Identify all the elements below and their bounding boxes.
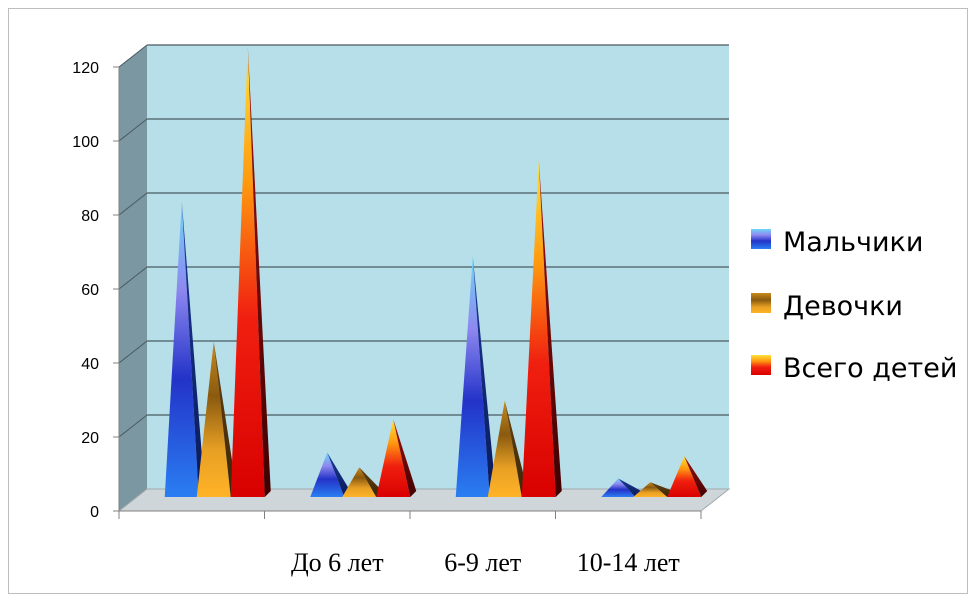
chart-frame: 0 20 40 60 80 100 120 До 6 лет 6-9 лет 10-14 лет… xyxy=(8,8,968,594)
gridline-side xyxy=(118,340,148,364)
x-axis-ticks: До 6 лет 6-9 лет 10-14 лет xyxy=(118,511,702,577)
bar-front-face xyxy=(310,452,345,497)
bar-side-face xyxy=(359,467,383,497)
bar-front-face xyxy=(521,160,556,498)
y-tick-label: 40 xyxy=(81,356,99,373)
gridline-side xyxy=(118,118,148,142)
bar-side-face xyxy=(538,160,562,498)
bar xyxy=(164,201,205,497)
y-tick-label: 120 xyxy=(72,60,99,77)
bar-front-face xyxy=(667,456,702,497)
gridline-side xyxy=(118,414,148,438)
bar-front-face xyxy=(633,482,668,497)
y-tick-label: 100 xyxy=(72,134,99,151)
bar-side-face xyxy=(504,400,528,497)
gridline-side xyxy=(118,44,148,68)
x-tick-label: 10-14 лет xyxy=(577,548,680,577)
bar xyxy=(196,341,237,497)
bar-side-face xyxy=(618,478,642,497)
x-tick-label: До 6 лет xyxy=(291,548,384,577)
y-tick-label: 0 xyxy=(90,504,99,521)
bar xyxy=(376,419,417,497)
legend-label: Мальчики xyxy=(783,227,923,258)
bar-front-face xyxy=(601,478,636,497)
bar-side-face xyxy=(213,341,237,497)
bar-front-face xyxy=(487,400,522,497)
legend-label: Всего детей xyxy=(783,353,957,384)
y-tick-label: 60 xyxy=(81,282,99,299)
bar xyxy=(230,45,271,497)
bar-side-face xyxy=(472,256,496,497)
bar-front-face xyxy=(342,467,377,497)
bar-front-face xyxy=(455,256,490,497)
bar-front-face xyxy=(196,341,231,497)
bar xyxy=(487,400,528,497)
bar-front-face xyxy=(230,45,265,497)
bar xyxy=(310,452,351,497)
bar-side-face xyxy=(650,482,674,497)
bar-front-face xyxy=(164,201,199,497)
bar xyxy=(342,467,383,497)
bar xyxy=(601,478,642,497)
legend-label: Девочки xyxy=(783,291,903,322)
chart: 0 20 40 60 80 100 120 До 6 лет 6-9 лет 10-14 лет… xyxy=(72,44,957,577)
bar xyxy=(633,482,674,497)
bar-front-face xyxy=(376,419,411,497)
bar-side-face xyxy=(684,456,708,497)
gridline-side xyxy=(118,266,148,290)
bar xyxy=(455,256,496,497)
legend-swatch xyxy=(751,355,771,375)
legend-swatch xyxy=(751,293,771,313)
y-tick-label: 20 xyxy=(81,430,99,447)
bar-side-face xyxy=(393,419,417,497)
legend-swatch xyxy=(751,229,771,249)
bars xyxy=(164,45,708,498)
bar xyxy=(667,456,708,497)
gridline-side xyxy=(118,192,148,216)
y-tick-label: 80 xyxy=(81,208,99,225)
bar-side-face xyxy=(327,452,351,497)
legend: Мальчики Девочки Всего детей xyxy=(751,227,957,384)
y-axis-ticks: 0 20 40 60 80 100 120 xyxy=(72,60,120,521)
bar-side-face xyxy=(181,201,205,497)
bar xyxy=(521,160,562,498)
bar-side-face xyxy=(247,45,271,497)
x-tick-label: 6-9 лет xyxy=(444,548,521,577)
